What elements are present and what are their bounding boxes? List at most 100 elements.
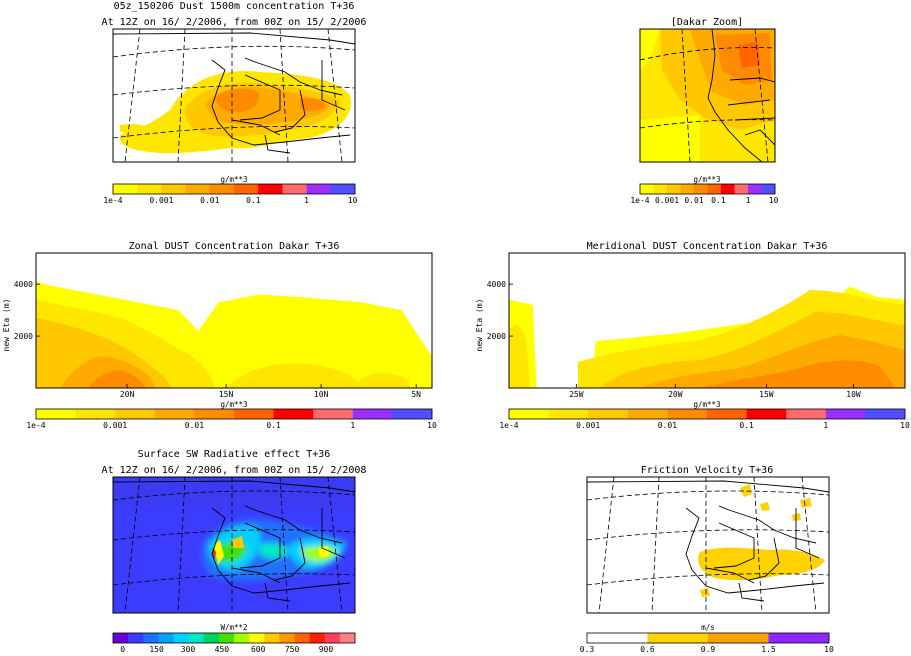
zonal-colorbar-ticks: 1e-4 0.001 0.01 0.1 1 10 — [26, 421, 437, 430]
colorbar-tick-label: 1 — [304, 196, 309, 205]
colorbar-tick-label: 1e-4 — [630, 196, 649, 205]
sw-colorbar — [112, 632, 356, 644]
colorbar-swatch — [143, 633, 159, 643]
friction-colorbar — [586, 632, 830, 644]
colorbar-swatch — [324, 633, 341, 643]
colorbar-swatch — [188, 633, 205, 643]
colorbar-swatch — [707, 184, 722, 194]
colorbar-swatch — [36, 409, 76, 419]
colorbar-tick-label: 0.1 — [711, 196, 726, 205]
dakar-zoom-coastlines — [707, 29, 775, 162]
colorbar-tick-label: 1e-4 — [499, 421, 518, 430]
colorbar-swatch — [694, 184, 708, 194]
friction-colorbar-unit: m/s — [701, 623, 715, 632]
zonal-frame — [35, 252, 433, 389]
colorbar-tick-label: 0.01 — [185, 421, 204, 430]
colorbar-swatch — [313, 409, 354, 419]
colorbar-tick-label: 10 — [900, 421, 910, 430]
colorbar-tick-label: 0.3 — [580, 645, 595, 654]
colorbar-tick-label: 0.01 — [684, 196, 703, 205]
zonal-title: Zonal DUST Concentration Dakar T+36 — [129, 241, 340, 252]
colorbar-tick-label: 1 — [350, 421, 355, 430]
colorbar-swatch — [115, 409, 156, 419]
sw-colorbar-unit: W/m**2 — [220, 623, 247, 632]
colorbar-swatch — [653, 184, 668, 194]
colorbar-swatch — [680, 184, 695, 194]
colorbar-swatch — [721, 184, 735, 194]
dakar-zoom-title: [Dakar Zoom] — [671, 17, 743, 28]
colorbar-tick-label: 0.01 — [200, 196, 219, 205]
colorbar-swatch — [158, 633, 174, 643]
colorbar-swatch — [708, 633, 769, 643]
friction-field — [587, 477, 829, 613]
colorbar-swatch — [234, 184, 259, 194]
colorbar-swatch — [509, 409, 549, 419]
sw-colorbar-ticks: 0 150 300 450 600 750 900 — [120, 645, 333, 654]
colorbar-swatch — [128, 633, 144, 643]
dakar-zoom-dust-field — [640, 29, 775, 162]
meridional-colorbar-unit: g/m**3 — [693, 400, 720, 409]
colorbar-swatch — [218, 633, 235, 643]
colorbar-swatch — [309, 633, 326, 643]
sw-coastlines — [113, 480, 355, 602]
colorbar-swatch — [173, 633, 189, 643]
colorbar-swatch — [75, 409, 116, 419]
sw-frame — [112, 476, 356, 614]
colorbar-swatch — [185, 184, 211, 194]
x-tick-label: 15W — [759, 390, 774, 399]
dakar-zoom-frame — [639, 28, 776, 163]
x-tick-label: 5N — [411, 390, 421, 399]
colorbar-swatch — [748, 184, 762, 194]
colorbar-swatch — [234, 633, 250, 643]
panel-dakar-zoom: [Dakar Zoom] g/m**3 1e-4 0.001 0.01 0.1 1 10 — [630, 17, 778, 205]
colorbar-swatch — [209, 184, 235, 194]
colorbar-swatch — [282, 184, 307, 194]
y-tick-label: 4000 — [487, 280, 506, 289]
colorbar-swatch — [647, 633, 709, 643]
colorbar-tick-label: 1e-4 — [103, 196, 122, 205]
x-tick-label: 20W — [668, 390, 683, 399]
colorbar-swatch — [667, 184, 681, 194]
x-tick-label: 10W — [846, 390, 861, 399]
colorbar-tick-label: 1.5 — [761, 645, 776, 654]
colorbar-swatch — [825, 409, 866, 419]
colorbar-tick-label: 0.1 — [246, 196, 261, 205]
colorbar-swatch — [352, 409, 393, 419]
colorbar-swatch — [194, 409, 235, 419]
colorbar-swatch — [548, 409, 589, 419]
colorbar-frame — [639, 183, 776, 195]
zonal-y-ticks: 2000 4000 — [14, 280, 40, 341]
zonal-x-ticks: 20N 15N 10N 5N — [120, 384, 421, 399]
zonal-colorbar — [35, 408, 433, 420]
panel-friction-velocity: Friction Velocity T+36 — [580, 465, 834, 654]
colorbar-swatch — [339, 633, 356, 643]
colorbar-frame — [35, 408, 433, 420]
main-map-frame — [112, 28, 356, 163]
y-tick-label: 2000 — [14, 332, 33, 341]
colorbar-tick-label: 10 — [427, 421, 437, 430]
colorbar-tick-label: 0.1 — [266, 421, 281, 430]
meridional-frame — [508, 252, 906, 389]
meridional-concentration-field — [509, 286, 905, 388]
sw-subtitle: At 12Z on 16/ 2/2006, from 00Z on 15/ 2/… — [102, 465, 367, 476]
colorbar-tick-label: 900 — [319, 645, 334, 654]
sw-title: Surface SW Radiative effect T+36 — [138, 449, 331, 460]
colorbar-tick-label: 10 — [824, 645, 834, 654]
main-map-colorbar-ticks: 1e-4 0.001 0.01 0.1 1 10 — [103, 196, 357, 205]
friction-coastlines — [587, 480, 829, 602]
colorbar-swatch — [264, 633, 280, 643]
colorbar-swatch — [640, 184, 654, 194]
colorbar-tick-label: 150 — [149, 645, 164, 654]
main-map-colorbar — [112, 183, 356, 195]
x-tick-label: 20N — [120, 390, 135, 399]
colorbar-swatch — [258, 184, 283, 194]
colorbar-swatch — [294, 633, 310, 643]
colorbar-swatch — [587, 633, 648, 643]
colorbar-frame — [508, 408, 906, 420]
meridional-title: Meridional DUST Concentration Dakar T+36 — [587, 241, 828, 252]
colorbar-tick-label: 0 — [120, 645, 125, 654]
zonal-colorbar-unit: g/m**3 — [220, 400, 247, 409]
dakar-zoom-colorbar — [639, 183, 776, 195]
meridional-colorbar — [508, 408, 906, 420]
x-tick-label: 15N — [219, 390, 234, 399]
